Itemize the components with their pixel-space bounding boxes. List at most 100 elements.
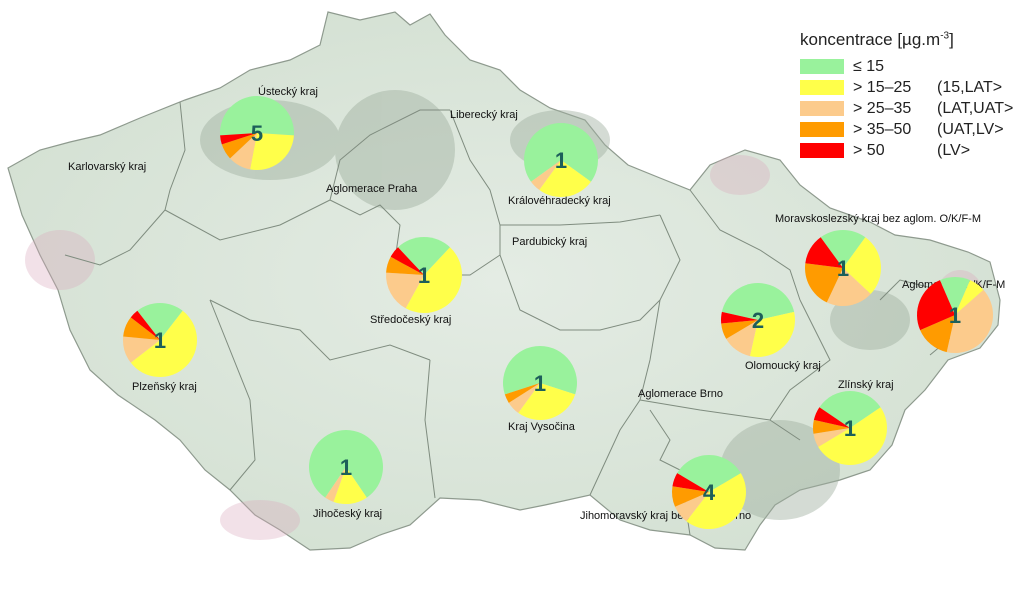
region-label: Královéhradecký kraj <box>508 195 611 207</box>
pie-slice <box>524 123 599 182</box>
region-label: Olomoucký kraj <box>745 360 821 372</box>
region-pie: 1 <box>804 230 881 306</box>
pie-slice <box>675 492 709 522</box>
region-pie: 1 <box>309 430 384 504</box>
region-label: Moravskoslezský kraj bez aglom. O/K/F-M <box>775 213 981 225</box>
pie-slice <box>819 391 881 428</box>
region-pie: 5 <box>220 96 294 170</box>
region-pie: 2 <box>721 282 796 357</box>
pie-slice <box>397 237 451 275</box>
region-label: Plzeňský kraj <box>132 381 197 393</box>
legend-range: > 15–25 <box>853 78 912 96</box>
pie-slice <box>818 407 887 465</box>
pie-slice <box>504 383 540 403</box>
region-pie: 1 <box>503 346 577 420</box>
region-label: Liberecký kraj <box>450 109 518 121</box>
region-label: Aglomerace Brno <box>638 388 723 400</box>
pie-slice <box>230 133 257 170</box>
pie-slice <box>130 310 198 377</box>
legend-swatch <box>800 101 844 116</box>
pie-slice <box>221 133 257 159</box>
region-pie: 1 <box>123 303 198 377</box>
region-pie: 1 <box>917 277 993 353</box>
legend-item: > 50 (LV> <box>800 140 1015 161</box>
pie-slice <box>123 317 160 340</box>
pie-station-count: 1 <box>837 256 849 281</box>
pie-station-count: 1 <box>844 416 856 441</box>
legend-item: > 25–35 (LAT,UAT> <box>800 98 1015 119</box>
pie-slice <box>721 311 758 324</box>
pie-slice <box>539 160 591 197</box>
region-pie: 1 <box>813 391 887 465</box>
pie-station-count: 1 <box>154 328 166 353</box>
legend-range: ≤ 15 <box>853 57 885 75</box>
pie-slice <box>813 419 850 434</box>
pie-slice <box>721 320 758 339</box>
region-label: Kraj Vysočina <box>508 421 576 433</box>
pie-slice <box>250 133 294 170</box>
pie-slice <box>325 467 346 502</box>
legend-range: > 25–35 <box>853 99 912 117</box>
legend-swatch <box>800 80 844 95</box>
legend-swatch <box>800 59 844 74</box>
pie-slice <box>220 96 294 136</box>
pie-slice <box>721 282 795 320</box>
legend-limit: (LV> <box>937 141 971 159</box>
pie-station-count: 2 <box>752 308 764 333</box>
pie-station-count: 4 <box>703 480 716 505</box>
region-label: Zlínský kraj <box>838 379 894 391</box>
pie-slice <box>826 268 871 306</box>
pie-slice <box>508 383 540 413</box>
pie-slice <box>518 383 576 420</box>
pie-station-count: 1 <box>949 303 961 328</box>
legend-title: koncentrace [µg.m-3] <box>800 30 954 49</box>
region-label: Pardubický kraj <box>512 236 587 248</box>
pie-slice <box>920 315 955 353</box>
pie-slice <box>726 320 758 357</box>
region-label: Karlovarský kraj <box>68 161 146 173</box>
pie-slice <box>843 237 881 295</box>
pie-charts: 5 1 1 1 1 1 2 1 1 1 4 <box>123 96 993 530</box>
pie-slice <box>672 473 709 492</box>
pie-slice <box>123 336 160 363</box>
region-label: Středočeský kraj <box>370 314 451 326</box>
pie-slice <box>804 263 843 303</box>
pie-slice <box>805 237 843 268</box>
region-label: Ústecký kraj <box>258 85 318 98</box>
pie-station-count: 1 <box>534 371 546 396</box>
region-pie: 4 <box>672 454 746 530</box>
legend-limit: (UAT,LV> <box>937 120 1004 138</box>
legend-range: > 50 <box>853 141 885 159</box>
pie-station-count: 1 <box>555 148 567 173</box>
region-borders <box>64 101 961 536</box>
legend-limit: (LAT,UAT> <box>937 99 1014 117</box>
pie-slice <box>686 473 746 530</box>
pie-slice <box>677 454 741 492</box>
pie-station-count: 1 <box>418 263 430 288</box>
pie-slice <box>220 133 257 145</box>
legend-item: > 35–50 (UAT,LV> <box>800 119 1015 140</box>
pie-slice <box>386 256 424 275</box>
legend-swatch <box>800 122 844 137</box>
pie-slice <box>672 486 709 507</box>
pie-slice <box>813 407 850 428</box>
pie-slice <box>813 428 850 447</box>
pie-slice <box>749 311 796 357</box>
legend-item: > 15–25 (15,LAT> <box>800 77 1015 98</box>
legend-limit: (15,LAT> <box>937 78 1003 96</box>
region-pie: 1 <box>524 123 599 197</box>
pie-slice <box>405 247 462 313</box>
legend-range: > 35–50 <box>853 120 912 138</box>
pie-slice <box>946 289 993 353</box>
pie-slice <box>137 303 183 340</box>
pie-slice <box>939 277 971 315</box>
legend: koncentrace [µg.m-3] ≤ 15 > 15–25 (15,LA… <box>800 30 1015 161</box>
region-pie: 1 <box>386 237 462 313</box>
pie-slice <box>309 430 384 498</box>
pie-station-count: 1 <box>340 455 352 480</box>
region-label: Aglomerace Praha <box>326 183 418 195</box>
pie-slice <box>503 346 577 395</box>
legend-item: ≤ 15 <box>800 56 1015 77</box>
pie-slice <box>917 280 955 331</box>
